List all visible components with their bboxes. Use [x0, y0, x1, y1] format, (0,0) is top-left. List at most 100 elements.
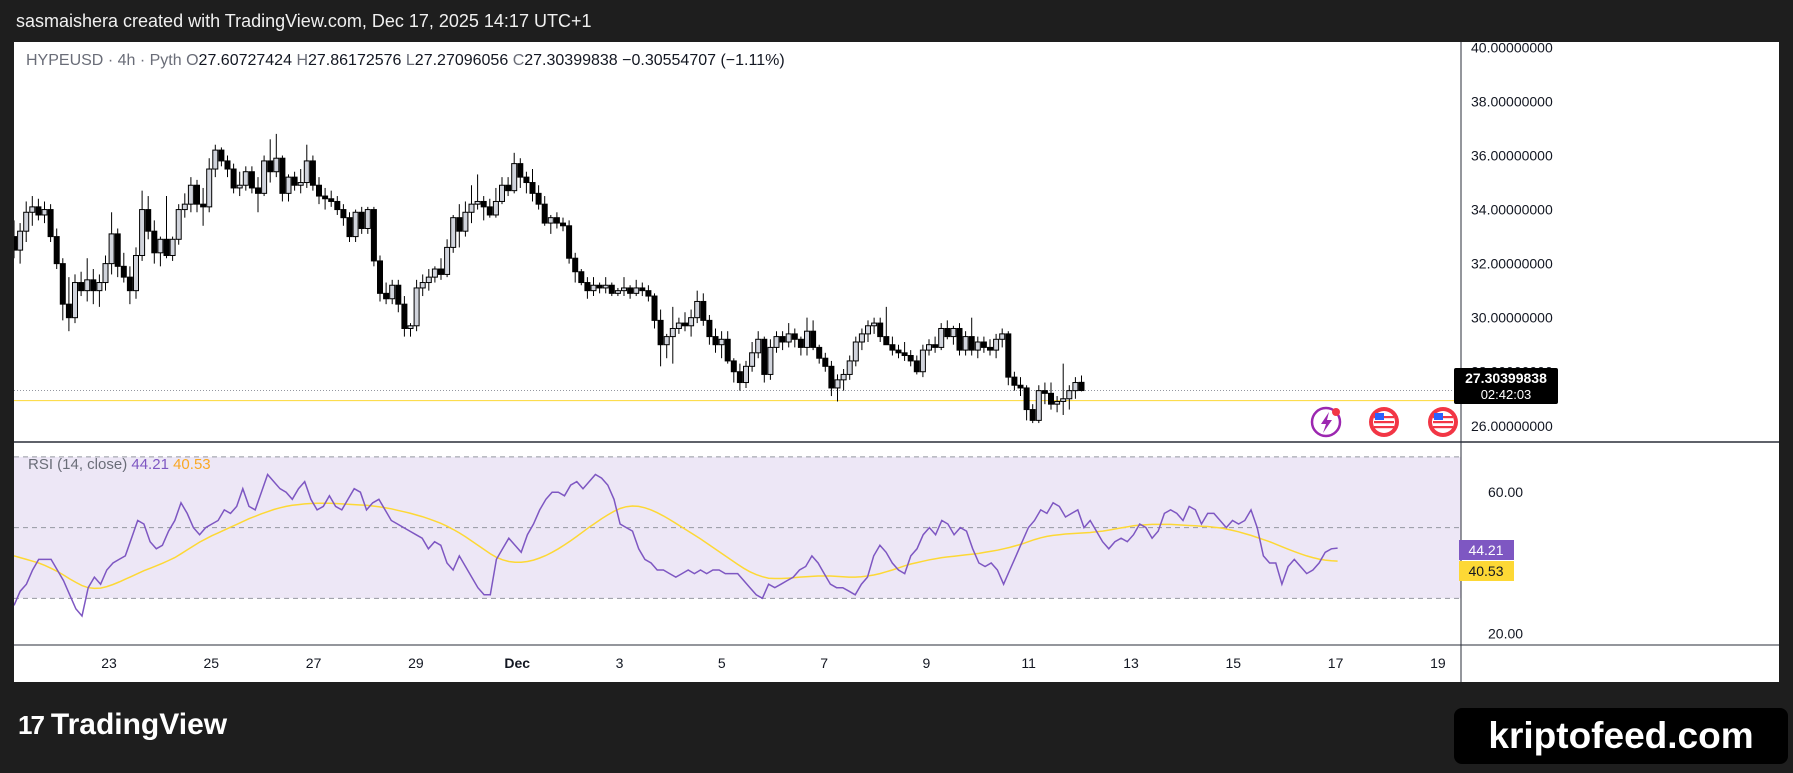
time-tick-label: 7	[820, 655, 828, 671]
change-value: −0.30554707 (−1.11%)	[622, 52, 785, 69]
candle	[90, 279, 97, 292]
candle	[212, 149, 219, 170]
price-grid	[14, 390, 1461, 402]
candle	[23, 211, 30, 232]
candle	[633, 287, 640, 294]
candle	[822, 357, 829, 367]
candle	[517, 163, 524, 178]
candle	[560, 222, 566, 227]
time-tick-label: 11	[1021, 655, 1036, 671]
candle	[334, 200, 341, 211]
candle	[810, 330, 817, 348]
rsi-ma-line	[14, 502, 1338, 590]
candle	[987, 346, 993, 351]
price-tick-label: 30.00000000	[1471, 310, 1553, 326]
candle	[834, 379, 841, 389]
candle	[401, 303, 408, 329]
candle	[761, 338, 768, 375]
candle	[743, 365, 749, 384]
candle	[712, 336, 719, 346]
candle	[993, 338, 1000, 351]
rsi-tick-label: 20.00	[1488, 626, 1523, 642]
candle	[944, 327, 951, 338]
candle	[889, 344, 896, 351]
candle	[29, 206, 36, 213]
candle	[883, 336, 890, 346]
candle	[413, 287, 420, 327]
candle	[425, 276, 432, 284]
rsi-legend-ma: 40.53	[173, 456, 211, 473]
candle	[797, 338, 804, 348]
candle	[224, 160, 231, 170]
candle	[462, 211, 469, 232]
candle	[438, 268, 444, 275]
candle	[84, 279, 91, 292]
candle	[858, 333, 865, 343]
price-tick-label: 26.00000000	[1471, 418, 1553, 434]
candle	[663, 336, 670, 346]
chart-panel[interactable]: 26.0000000028.0000000030.0000000032.0000…	[14, 42, 1779, 682]
candle	[309, 160, 316, 186]
candle	[96, 282, 103, 292]
time-tick-label: 9	[923, 655, 931, 671]
candle	[547, 217, 554, 224]
low-value: 27.27096056	[414, 52, 509, 69]
candle	[267, 160, 274, 173]
candle	[242, 171, 249, 186]
candle	[895, 349, 902, 354]
candle	[816, 346, 823, 359]
source-label: Pyth	[149, 52, 182, 69]
candle	[749, 352, 756, 367]
candle	[53, 236, 60, 265]
rsi-tick-label: 60.00	[1488, 484, 1523, 500]
interval-label[interactable]: 4h	[117, 52, 136, 69]
candle	[255, 187, 261, 194]
candle	[303, 160, 310, 184]
candle	[505, 184, 512, 192]
kriptofeed-watermark: kriptofeed.com	[1454, 708, 1788, 764]
candle	[1005, 333, 1012, 378]
us-flag-icon[interactable]	[1369, 407, 1399, 437]
candle	[47, 209, 54, 238]
candle	[431, 268, 438, 278]
time-tick-label: 5	[718, 655, 726, 671]
rsi-legend-value: 44.21	[131, 456, 169, 473]
candle	[72, 282, 78, 319]
candle	[14, 236, 17, 251]
candle	[926, 344, 932, 351]
candle	[218, 149, 225, 162]
candle	[78, 282, 85, 292]
candle	[852, 341, 859, 362]
candle	[279, 157, 286, 194]
candle	[261, 160, 268, 194]
candle	[291, 176, 298, 186]
time-tick-label: 13	[1123, 655, 1139, 671]
candle	[627, 287, 634, 294]
candle	[395, 284, 402, 305]
candle	[523, 176, 530, 184]
rsi-badge-text: 44.21	[1468, 542, 1503, 558]
price-tick-label: 36.00000000	[1471, 148, 1553, 164]
chart-canvas[interactable]: 26.0000000028.0000000030.0000000032.0000…	[14, 42, 1779, 682]
price-tick-label: 38.00000000	[1471, 93, 1553, 109]
candle	[511, 163, 518, 192]
candle	[163, 238, 170, 257]
symbol-name[interactable]: HYPEUSD	[26, 52, 104, 69]
lightning-icon[interactable]	[1310, 406, 1342, 438]
candle	[377, 260, 383, 294]
candle	[1041, 390, 1048, 394]
us-flag-icon[interactable]	[1428, 407, 1458, 437]
candle	[572, 257, 579, 273]
candle	[157, 238, 164, 254]
candle	[206, 168, 213, 208]
rsi-legend[interactable]: RSI (14, close) 44.21 40.53	[28, 456, 211, 473]
candle	[151, 230, 158, 254]
bar-countdown: 02:42:03	[1481, 387, 1532, 402]
candle	[175, 209, 182, 240]
candle	[139, 209, 146, 257]
candle	[1017, 384, 1024, 389]
ohlc-legend[interactable]: HYPEUSD · 4h · Pyth O27.60727424 H27.861…	[26, 52, 785, 70]
rsi-title[interactable]: RSI (14, close)	[28, 456, 128, 473]
candle	[456, 217, 463, 232]
rsi-pane	[14, 456, 1461, 618]
